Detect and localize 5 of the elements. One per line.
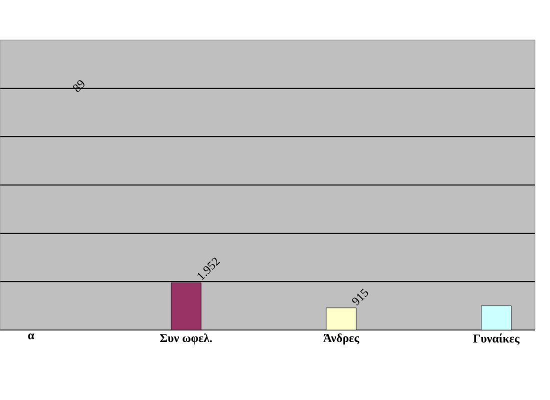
x-tick-label: α — [28, 334, 34, 340]
x-tick-label: Γυναίκες — [473, 334, 520, 345]
x-tick-label: Συν ωφελ. — [160, 334, 212, 345]
x-tick-label: Άνδρες — [323, 334, 360, 344]
data-label: 915 — [352, 288, 368, 306]
